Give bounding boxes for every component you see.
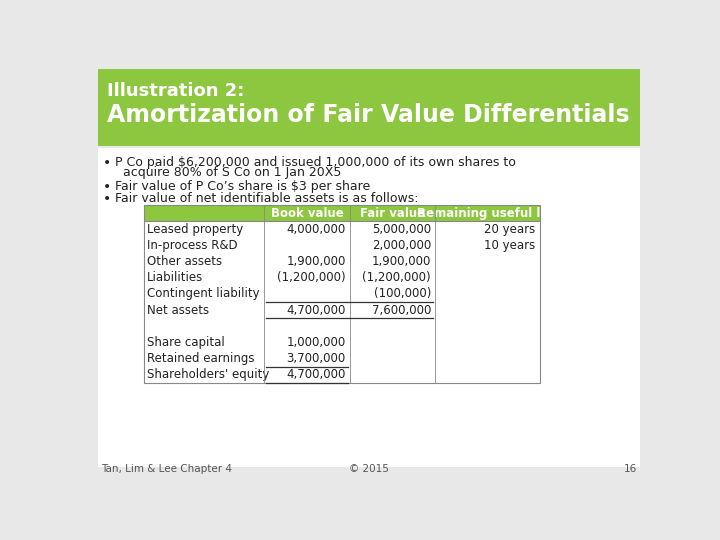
Text: Amortization of Fair Value Differentials: Amortization of Fair Value Differentials [107,103,630,127]
Text: 7,600,000: 7,600,000 [372,303,431,316]
Text: In-process R&D: In-process R&D [148,239,238,252]
Text: (100,000): (100,000) [374,287,431,300]
Text: •: • [102,180,111,194]
Text: P Co paid $6,200,000 and issued 1,000,000 of its own shares to: P Co paid $6,200,000 and issued 1,000,00… [114,156,516,168]
Text: Illustration 2:: Illustration 2: [107,82,244,100]
Text: 2,000,000: 2,000,000 [372,239,431,252]
Text: Other assets: Other assets [148,255,222,268]
Bar [144,205,539,221]
Text: Contingent liability: Contingent liability [148,287,260,300]
Text: 1,900,000: 1,900,000 [287,255,346,268]
Text: Fair value of P Co’s share is $3 per share: Fair value of P Co’s share is $3 per sha… [114,180,370,193]
Text: 3,700,000: 3,700,000 [287,352,346,365]
Text: Fair value of net identifiable assets is as follows:: Fair value of net identifiable assets is… [114,192,418,205]
Text: Share capital: Share capital [148,336,225,349]
Text: 4,000,000: 4,000,000 [287,222,346,235]
Text: Net assets: Net assets [148,303,210,316]
Text: •: • [102,192,111,206]
Text: Retained earnings: Retained earnings [148,352,255,365]
Bar [144,205,539,383]
Bar [98,69,640,146]
Text: Liabilities: Liabilities [148,271,204,284]
Text: Shareholders' equity: Shareholders' equity [148,368,270,381]
Text: acquire 80% of S Co on 1 Jan 20X5: acquire 80% of S Co on 1 Jan 20X5 [122,166,341,179]
Text: 1,900,000: 1,900,000 [372,255,431,268]
Text: 4,700,000: 4,700,000 [287,368,346,381]
Text: Book value: Book value [271,206,343,220]
Text: Remaining useful life: Remaining useful life [417,206,557,220]
Bar [98,148,640,467]
Text: Tan, Lim & Lee Chapter 4: Tan, Lim & Lee Chapter 4 [101,464,232,475]
Bar [144,205,539,383]
Text: •: • [102,156,111,170]
Text: © 2015: © 2015 [349,464,389,475]
Text: 4,700,000: 4,700,000 [287,303,346,316]
Text: 10 years: 10 years [485,239,536,252]
Text: 20 years: 20 years [485,222,536,235]
Text: 16: 16 [624,464,637,475]
Text: (1,200,000): (1,200,000) [362,271,431,284]
Text: 5,000,000: 5,000,000 [372,222,431,235]
Text: Leased property: Leased property [148,222,243,235]
Text: Fair value: Fair value [360,206,425,220]
Text: (1,200,000): (1,200,000) [277,271,346,284]
Text: 1,000,000: 1,000,000 [287,336,346,349]
